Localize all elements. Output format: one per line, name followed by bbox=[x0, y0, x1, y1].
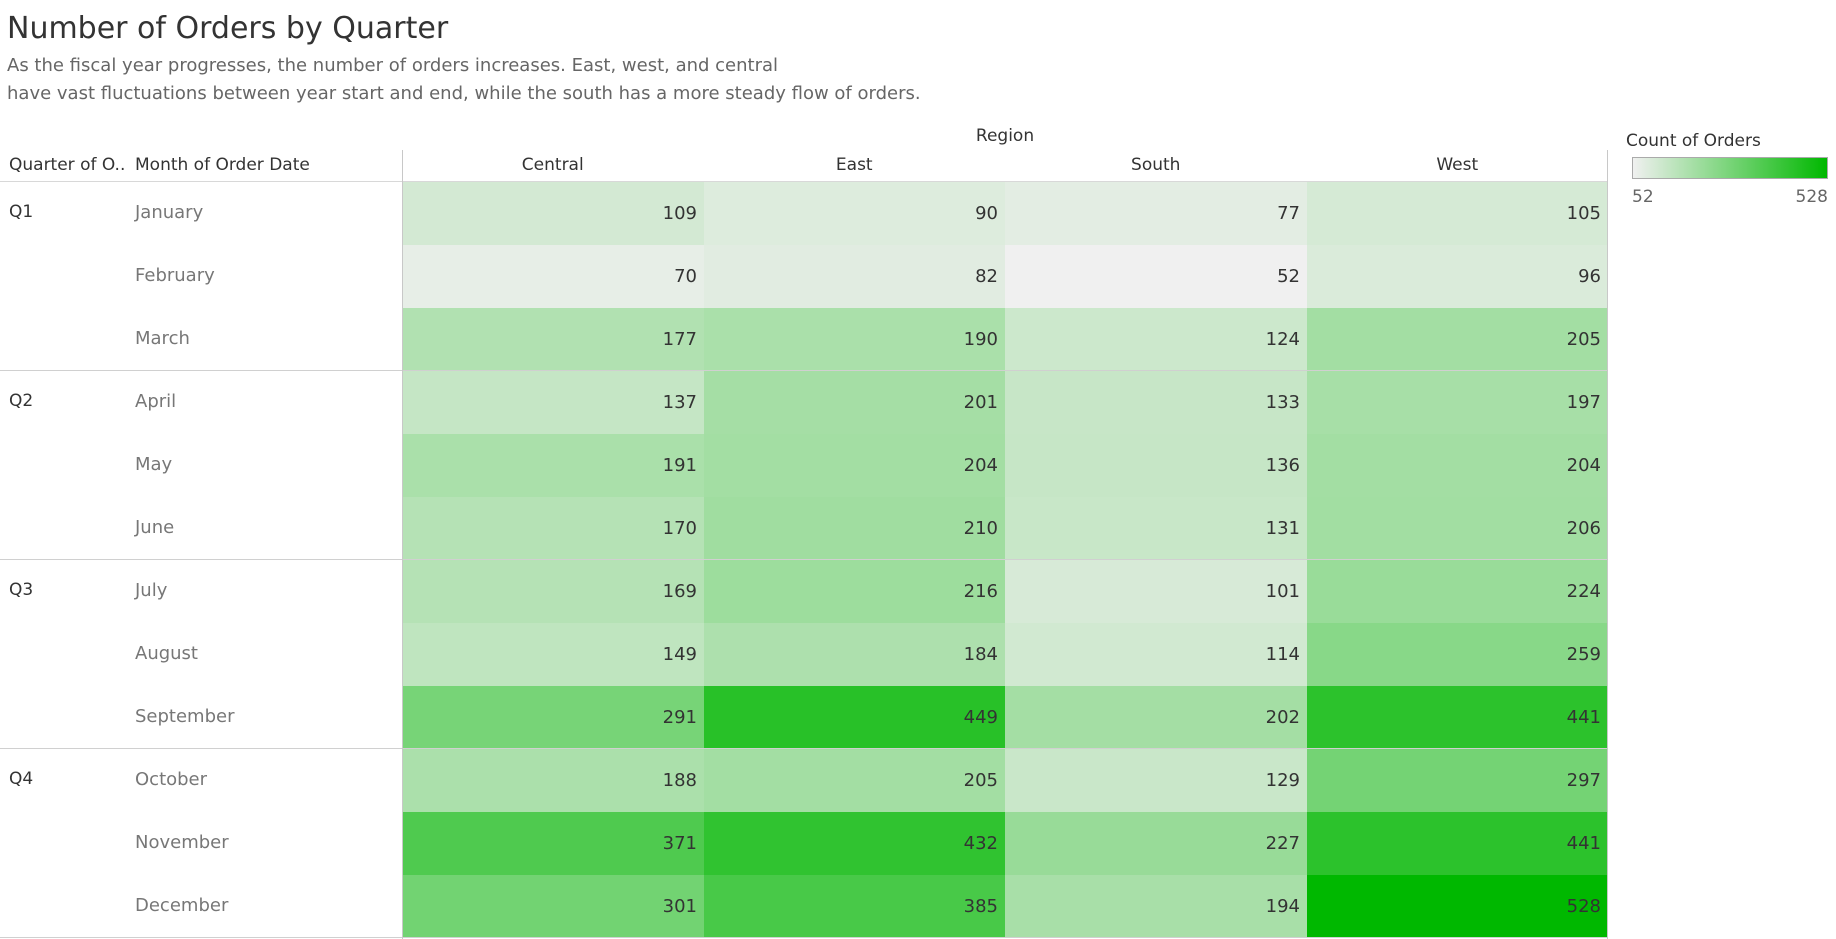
region-header-central[interactable]: Central bbox=[521, 155, 584, 175]
heatmap-cell[interactable]: 205 bbox=[704, 749, 1005, 812]
month-label[interactable]: October bbox=[135, 769, 208, 790]
chart-title: Number of Orders by Quarter bbox=[7, 11, 449, 46]
heatmap-cell[interactable]: 201 bbox=[704, 371, 1005, 434]
heatmap-cell[interactable]: 216 bbox=[704, 560, 1005, 623]
quarter-divider bbox=[0, 370, 1608, 371]
heatmap-cell[interactable]: 190 bbox=[704, 308, 1005, 371]
heatmap-cell[interactable]: 188 bbox=[402, 749, 704, 812]
month-label[interactable]: January bbox=[135, 202, 204, 223]
heatmap-cell[interactable]: 385 bbox=[704, 875, 1005, 938]
quarter-label[interactable]: Q1 bbox=[9, 202, 34, 222]
heatmap-cell[interactable]: 137 bbox=[402, 371, 704, 434]
heatmap-cell[interactable]: 77 bbox=[1005, 182, 1307, 245]
heatmap-cell[interactable]: 184 bbox=[704, 623, 1005, 686]
quarter-column-header[interactable]: Quarter of O.. bbox=[9, 155, 126, 175]
heatmap-cell[interactable]: 191 bbox=[402, 434, 704, 497]
heatmap-cell[interactable]: 259 bbox=[1307, 623, 1608, 686]
region-column-group-header: Region bbox=[975, 126, 1035, 146]
heatmap-cell[interactable]: 291 bbox=[402, 686, 704, 749]
heatmap-cell[interactable]: 449 bbox=[704, 686, 1005, 749]
region-header-east[interactable]: East bbox=[835, 155, 873, 175]
month-label[interactable]: April bbox=[135, 391, 177, 412]
heatmap-cell[interactable]: 441 bbox=[1307, 812, 1608, 875]
heatmap-cell[interactable]: 131 bbox=[1005, 497, 1307, 560]
heatmap-cell[interactable]: 109 bbox=[402, 182, 704, 245]
quarter-label[interactable]: Q4 bbox=[9, 769, 34, 789]
quarter-label[interactable]: Q2 bbox=[9, 391, 34, 411]
legend-title: Count of Orders bbox=[1626, 131, 1761, 151]
heatmap-cell[interactable]: 114 bbox=[1005, 623, 1307, 686]
month-label[interactable]: March bbox=[135, 328, 190, 349]
chart-subtitle-line-2: have vast fluctuations between year star… bbox=[7, 83, 921, 104]
heatmap-cell[interactable]: 197 bbox=[1307, 371, 1608, 434]
heatmap-cell[interactable]: 70 bbox=[402, 245, 704, 308]
month-label[interactable]: July bbox=[135, 580, 168, 601]
quarter-divider bbox=[0, 937, 1608, 938]
heatmap-cell[interactable]: 210 bbox=[704, 497, 1005, 560]
heatmap-cell[interactable]: 101 bbox=[1005, 560, 1307, 623]
heatmap-cell[interactable]: 133 bbox=[1005, 371, 1307, 434]
heatmap-cell[interactable]: 301 bbox=[402, 875, 704, 938]
heatmap-cell[interactable]: 90 bbox=[704, 182, 1005, 245]
quarter-divider bbox=[0, 748, 1608, 749]
heatmap-cell[interactable]: 528 bbox=[1307, 875, 1608, 938]
month-label[interactable]: May bbox=[135, 454, 173, 475]
header-divider bbox=[0, 181, 1608, 182]
heatmap-cell[interactable]: 371 bbox=[402, 812, 704, 875]
heatmap-cell[interactable]: 206 bbox=[1307, 497, 1608, 560]
month-column-header[interactable]: Month of Order Date bbox=[135, 155, 310, 175]
heatmap-cell[interactable]: 297 bbox=[1307, 749, 1608, 812]
legend-color-ramp[interactable] bbox=[1632, 157, 1828, 179]
heatmap-cell[interactable]: 169 bbox=[402, 560, 704, 623]
heatmap-cell[interactable]: 136 bbox=[1005, 434, 1307, 497]
heatmap-cell[interactable]: 177 bbox=[402, 308, 704, 371]
heatmap-cell[interactable]: 441 bbox=[1307, 686, 1608, 749]
heatmap-cell[interactable]: 204 bbox=[704, 434, 1005, 497]
month-label[interactable]: February bbox=[135, 265, 215, 286]
month-label[interactable]: December bbox=[135, 895, 229, 916]
heatmap-cell[interactable]: 96 bbox=[1307, 245, 1608, 308]
month-label[interactable]: September bbox=[135, 706, 235, 727]
heatmap-cell[interactable]: 432 bbox=[704, 812, 1005, 875]
quarter-divider bbox=[0, 559, 1608, 560]
heatmap-cell[interactable]: 52 bbox=[1005, 245, 1307, 308]
grid-left-border bbox=[402, 150, 403, 939]
month-label[interactable]: November bbox=[135, 832, 229, 853]
month-label[interactable]: August bbox=[135, 643, 198, 664]
heatmap-cell[interactable]: 205 bbox=[1307, 308, 1608, 371]
heatmap-cell[interactable]: 105 bbox=[1307, 182, 1608, 245]
heatmap-cell[interactable]: 227 bbox=[1005, 812, 1307, 875]
heatmap-cell[interactable]: 82 bbox=[704, 245, 1005, 308]
month-label[interactable]: June bbox=[135, 517, 175, 538]
heatmap-cell[interactable]: 194 bbox=[1005, 875, 1307, 938]
heatmap-cell[interactable]: 224 bbox=[1307, 560, 1608, 623]
heatmap-cell[interactable]: 204 bbox=[1307, 434, 1608, 497]
heatmap-cell[interactable]: 129 bbox=[1005, 749, 1307, 812]
heatmap-cell[interactable]: 170 bbox=[402, 497, 704, 560]
region-header-south[interactable]: South bbox=[1131, 155, 1181, 175]
heatmap-cell[interactable]: 124 bbox=[1005, 308, 1307, 371]
region-header-west[interactable]: West bbox=[1436, 155, 1479, 175]
legend-min-label: 52 bbox=[1632, 187, 1654, 207]
heatmap-cell[interactable]: 202 bbox=[1005, 686, 1307, 749]
heatmap-cell[interactable]: 149 bbox=[402, 623, 704, 686]
quarter-label[interactable]: Q3 bbox=[9, 580, 34, 600]
chart-subtitle-line-1: As the fiscal year progresses, the numbe… bbox=[7, 55, 779, 76]
legend-max-label: 528 bbox=[1795, 187, 1828, 207]
grid-right-border bbox=[1607, 150, 1608, 939]
